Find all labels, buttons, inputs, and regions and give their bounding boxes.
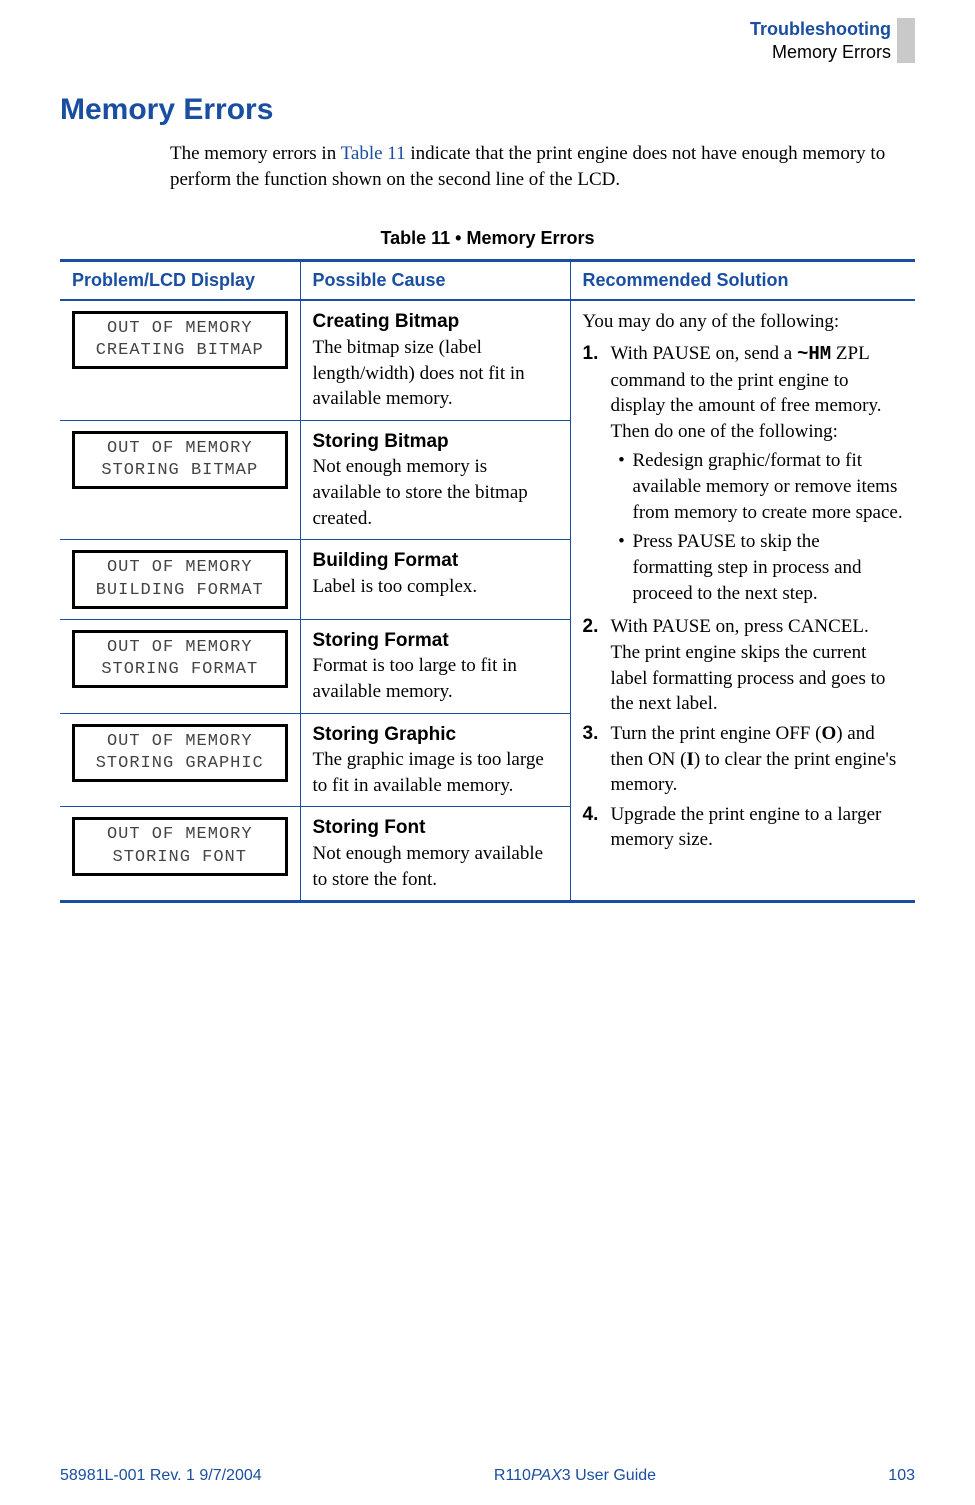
- lcd-display: OUT OF MEMORY STORING FORMAT: [72, 630, 288, 688]
- list-number: 1.: [583, 341, 611, 610]
- bullet-icon: •: [611, 529, 633, 606]
- lcd-line1: OUT OF MEMORY: [79, 637, 281, 659]
- footer-center-post: 3 User Guide: [562, 1467, 656, 1484]
- cause-title: Creating Bitmap: [313, 311, 460, 332]
- lcd-line2: STORING FORMAT: [79, 659, 281, 681]
- footer-page-number: 103: [888, 1467, 915, 1485]
- lcd-line1: OUT OF MEMORY: [79, 824, 281, 846]
- lcd-display: OUT OF MEMORY STORING BITMAP: [72, 431, 288, 489]
- intro-paragraph: The memory errors in Table 11 indicate t…: [60, 141, 915, 192]
- footer-center-pre: R110: [494, 1467, 531, 1484]
- solution-cell: You may do any of the following: 1. With…: [570, 300, 915, 902]
- lcd-line2: STORING GRAPHIC: [79, 753, 281, 775]
- list-number: 2.: [583, 614, 611, 717]
- footer-center-italic: PAX: [531, 1467, 562, 1484]
- lcd-line2: STORING FONT: [79, 847, 281, 869]
- cause-title: Storing Bitmap: [313, 431, 449, 452]
- header-section: Memory Errors: [750, 41, 891, 64]
- lcd-display: OUT OF MEMORY BUILDING FORMAT: [72, 550, 288, 608]
- lcd-line1: OUT OF MEMORY: [79, 731, 281, 753]
- cause-title: Storing Graphic: [313, 724, 457, 745]
- cause-text: The graphic image is too large to fit in…: [313, 749, 544, 796]
- header-chapter: Troubleshooting: [750, 18, 891, 41]
- solution-item4: Upgrade the print engine to a larger mem…: [611, 802, 904, 853]
- lcd-line1: OUT OF MEMORY: [79, 438, 281, 460]
- table-row: OUT OF MEMORY CREATING BITMAP Creating B…: [60, 300, 915, 420]
- lcd-line2: BUILDING FORMAT: [79, 580, 281, 602]
- solution-intro: You may do any of the following:: [583, 311, 840, 332]
- list-number: 4.: [583, 802, 611, 853]
- list-number: 3.: [583, 721, 611, 798]
- cause-text: Not enough memory available to store the…: [313, 843, 544, 890]
- cause-text: Not enough memory is available to store …: [313, 456, 528, 528]
- lcd-display: OUT OF MEMORY CREATING BITMAP: [72, 311, 288, 369]
- lcd-line1: OUT OF MEMORY: [79, 557, 281, 579]
- lcd-display: OUT OF MEMORY STORING GRAPHIC: [72, 724, 288, 782]
- solution-sub1: Redesign graphic/format to fit available…: [633, 448, 904, 525]
- lcd-display: OUT OF MEMORY STORING FONT: [72, 817, 288, 875]
- cause-text: Format is too large to fit in available …: [313, 655, 517, 702]
- table-header-row: Problem/LCD Display Possible Cause Recom…: [60, 261, 915, 301]
- col-header-cause: Possible Cause: [300, 261, 570, 301]
- cause-title: Storing Format: [313, 630, 449, 651]
- lcd-line2: CREATING BITMAP: [79, 340, 281, 362]
- intro-pre: The memory errors in: [170, 143, 341, 164]
- bullet-icon: •: [611, 448, 633, 525]
- footer-center: R110PAX3 User Guide: [494, 1467, 656, 1485]
- section-title: Memory Errors: [60, 93, 915, 127]
- zpl-command: ~HM: [797, 343, 831, 365]
- cause-text: Label is too complex.: [313, 576, 478, 597]
- solution-sub2: Press PAUSE to skip the formatting step …: [633, 529, 904, 606]
- page-header: Troubleshooting Memory Errors: [60, 0, 915, 63]
- solution-item1-pre: With PAUSE on, send a: [611, 343, 797, 364]
- cause-text: The bitmap size (label length/width) doe…: [313, 337, 525, 409]
- off-symbol: O: [821, 723, 836, 744]
- lcd-line2: STORING BITMAP: [79, 460, 281, 482]
- page-footer: 58981L-001 Rev. 1 9/7/2004 R110PAX3 User…: [60, 1467, 915, 1485]
- col-header-solution: Recommended Solution: [570, 261, 915, 301]
- header-accent-bar: [897, 18, 915, 63]
- cause-title: Storing Font: [313, 817, 426, 838]
- solution-item3-pre: Turn the print engine OFF (: [611, 723, 822, 744]
- table-caption: Table 11 • Memory Errors: [60, 228, 915, 249]
- lcd-line1: OUT OF MEMORY: [79, 318, 281, 340]
- solution-item2-line2: The print engine skips the current label…: [611, 642, 886, 714]
- footer-left: 58981L-001 Rev. 1 9/7/2004: [60, 1467, 262, 1485]
- table-reference-link[interactable]: Table 11: [341, 143, 406, 164]
- cause-title: Building Format: [313, 550, 459, 571]
- memory-errors-table: Problem/LCD Display Possible Cause Recom…: [60, 259, 915, 903]
- col-header-problem: Problem/LCD Display: [60, 261, 300, 301]
- solution-item2-line1: With PAUSE on, press CANCEL.: [611, 616, 869, 637]
- on-symbol: I: [686, 749, 693, 770]
